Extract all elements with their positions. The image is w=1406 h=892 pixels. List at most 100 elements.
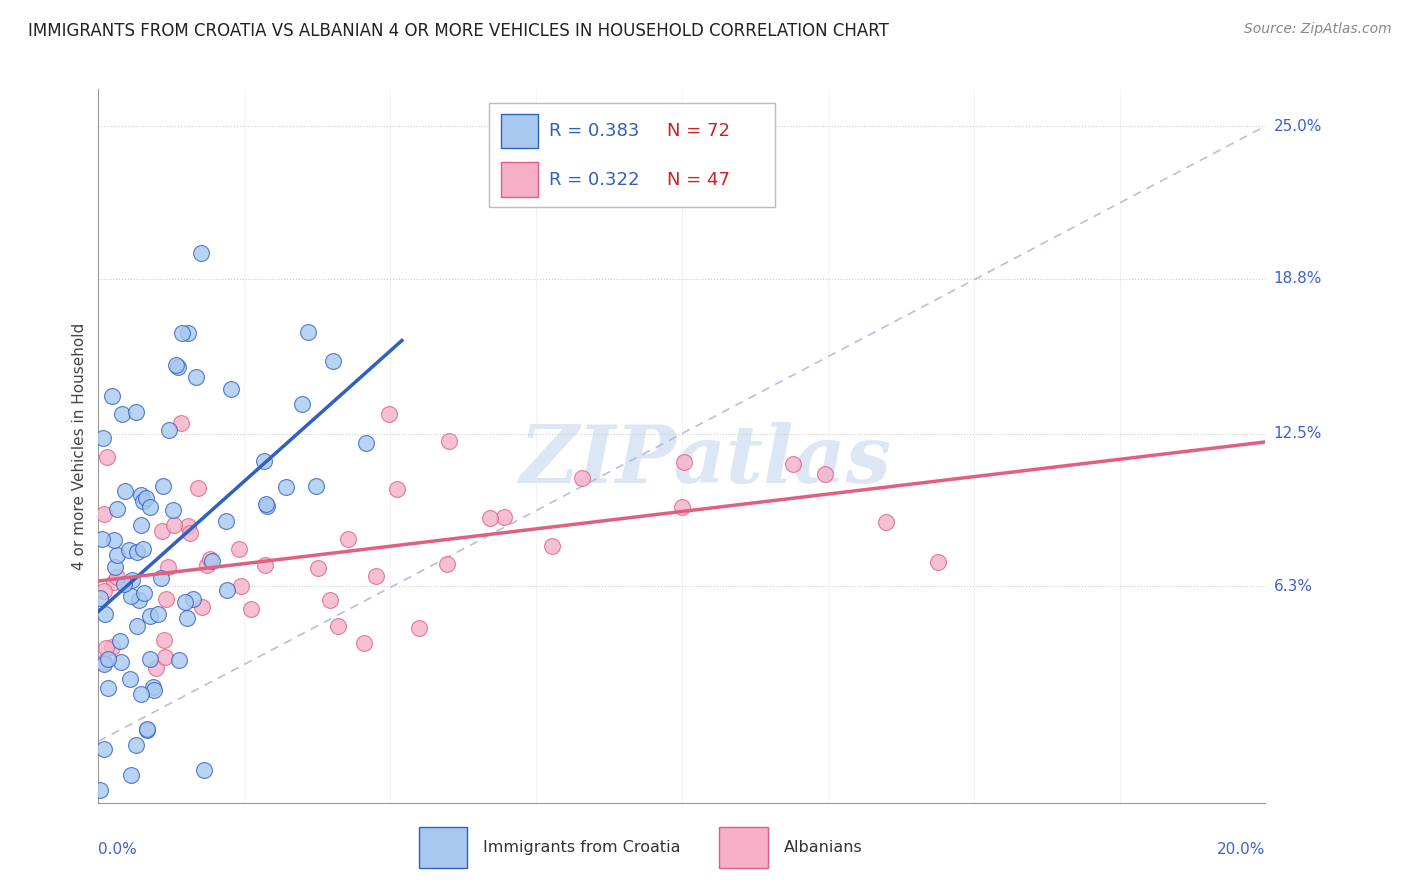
- Text: 12.5%: 12.5%: [1274, 426, 1322, 442]
- Point: [150, 524, 173, 538]
- Point: [319, 593, 342, 607]
- Point: [274, 480, 297, 494]
- Point: [104, 559, 127, 574]
- Point: [322, 354, 344, 368]
- Point: [408, 621, 430, 635]
- Point: [156, 559, 179, 574]
- Point: [145, 661, 167, 675]
- Point: [128, 593, 150, 607]
- Point: [439, 434, 461, 448]
- Point: [201, 553, 224, 567]
- Point: [176, 611, 198, 625]
- Text: 6.3%: 6.3%: [1274, 579, 1313, 594]
- Point: [184, 370, 207, 384]
- Point: [240, 602, 263, 616]
- Point: [253, 454, 276, 468]
- Point: [782, 457, 804, 471]
- Point: [307, 560, 329, 574]
- Point: [139, 500, 162, 515]
- Point: [152, 479, 174, 493]
- Point: [110, 634, 132, 648]
- Point: [219, 382, 242, 396]
- Point: [153, 650, 176, 665]
- Text: 0.0%: 0.0%: [98, 842, 138, 857]
- Point: [121, 573, 143, 587]
- Point: [290, 397, 312, 411]
- Point: [91, 533, 114, 547]
- Point: [101, 389, 124, 403]
- Point: [254, 497, 277, 511]
- Point: [118, 542, 141, 557]
- Point: [364, 569, 387, 583]
- Point: [120, 589, 142, 603]
- Point: [131, 517, 153, 532]
- Point: [93, 657, 115, 671]
- Point: [101, 640, 124, 655]
- Point: [97, 681, 120, 695]
- Point: [231, 579, 253, 593]
- Point: [167, 360, 190, 375]
- Text: ZIPatlas: ZIPatlas: [519, 422, 891, 499]
- Point: [120, 673, 142, 687]
- Point: [105, 570, 128, 584]
- Point: [217, 582, 239, 597]
- Point: [93, 583, 115, 598]
- Point: [336, 532, 359, 546]
- Point: [91, 432, 114, 446]
- Point: [353, 635, 375, 649]
- Point: [170, 326, 193, 340]
- Point: [354, 435, 377, 450]
- Point: [190, 245, 212, 260]
- Point: [132, 541, 155, 556]
- Point: [94, 607, 117, 621]
- Point: [215, 514, 238, 528]
- Point: [135, 491, 157, 505]
- Point: [89, 783, 111, 797]
- Point: [814, 467, 837, 482]
- Point: [132, 586, 155, 600]
- Point: [125, 618, 148, 632]
- Point: [129, 688, 152, 702]
- Point: [927, 555, 949, 569]
- Point: [153, 633, 176, 648]
- Text: 18.8%: 18.8%: [1274, 271, 1322, 286]
- Point: [155, 592, 177, 607]
- Point: [114, 484, 136, 499]
- Point: [193, 764, 215, 778]
- Point: [228, 541, 250, 556]
- Point: [162, 502, 184, 516]
- Point: [167, 652, 190, 666]
- Point: [142, 681, 165, 695]
- Point: [93, 655, 115, 669]
- Point: [174, 595, 197, 609]
- Point: [179, 526, 201, 541]
- Point: [672, 454, 695, 468]
- Point: [541, 539, 564, 553]
- Point: [256, 499, 278, 513]
- Point: [139, 652, 162, 666]
- Point: [671, 500, 693, 514]
- Point: [146, 607, 169, 622]
- Point: [191, 599, 214, 614]
- Point: [875, 515, 897, 529]
- Text: Source: ZipAtlas.com: Source: ZipAtlas.com: [1244, 22, 1392, 37]
- Point: [129, 487, 152, 501]
- Point: [305, 478, 328, 492]
- Text: IMMIGRANTS FROM CROATIA VS ALBANIAN 4 OR MORE VEHICLES IN HOUSEHOLD CORRELATION : IMMIGRANTS FROM CROATIA VS ALBANIAN 4 OR…: [28, 22, 889, 40]
- Point: [120, 768, 142, 782]
- Point: [93, 742, 115, 756]
- Point: [157, 423, 180, 437]
- Point: [136, 722, 159, 736]
- Point: [125, 738, 148, 752]
- Point: [103, 574, 125, 589]
- Point: [478, 510, 501, 524]
- Point: [125, 405, 148, 419]
- Point: [165, 358, 187, 372]
- Y-axis label: 4 or more Vehicles in Household: 4 or more Vehicles in Household: [72, 322, 87, 570]
- Point: [111, 407, 134, 421]
- Point: [326, 619, 349, 633]
- Point: [110, 655, 132, 669]
- Point: [177, 519, 200, 533]
- Point: [139, 608, 162, 623]
- Point: [170, 417, 193, 431]
